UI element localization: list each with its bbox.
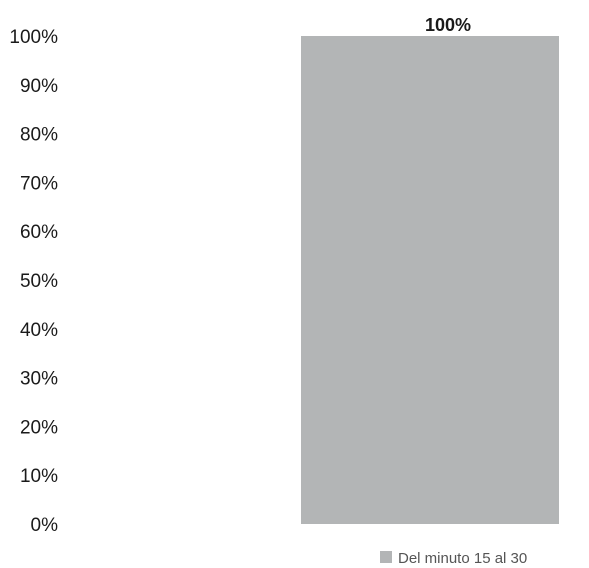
bar bbox=[301, 36, 559, 524]
y-tick-label: 40% bbox=[20, 320, 58, 341]
y-tick-label: 10% bbox=[20, 466, 58, 487]
y-tick-label: 0% bbox=[31, 515, 59, 536]
y-tick-label: 50% bbox=[20, 271, 58, 292]
legend: Del minuto 15 al 30 bbox=[380, 550, 527, 567]
y-tick-label: 70% bbox=[20, 173, 58, 194]
y-tick-label: 90% bbox=[20, 76, 58, 97]
y-tick-label: 30% bbox=[20, 369, 58, 390]
bar-data-label: 100% bbox=[425, 15, 471, 35]
bars bbox=[301, 36, 559, 524]
y-tick-label: 20% bbox=[20, 417, 58, 438]
y-tick-label: 60% bbox=[20, 222, 58, 243]
legend-swatch bbox=[380, 551, 392, 563]
y-tick-label: 100% bbox=[9, 27, 58, 48]
data-labels: 100% bbox=[425, 15, 471, 35]
y-axis: 0% 10% 20% 30% 40% 50% 60% 70% 80% 90% 100% bbox=[9, 27, 58, 536]
legend-label: Del minuto 15 al 30 bbox=[398, 550, 527, 567]
y-tick-label: 80% bbox=[20, 125, 58, 146]
